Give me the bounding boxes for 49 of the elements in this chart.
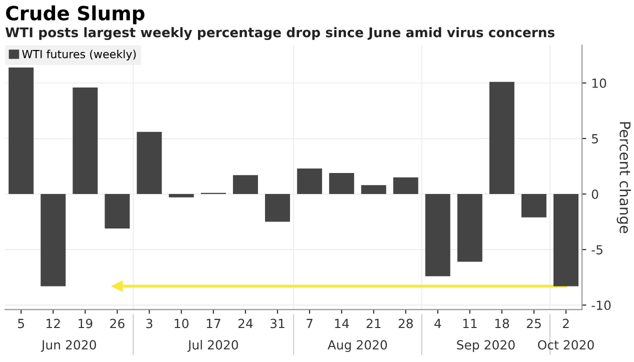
x-tick-label: 28 [398,318,413,328]
bar [104,194,130,228]
bar [136,132,162,194]
bar [168,194,194,198]
chart-title: Crude Slump [6,5,144,24]
legend-label: WTI futures (weekly) [22,50,136,60]
x-tick-label: 25 [526,318,541,328]
text: Sep 2020 [457,340,515,352]
y-tick-label: 10 [592,78,606,88]
x-tick-label: 5 [18,318,24,328]
x-tick-label: 2 [562,318,569,328]
bar [521,194,546,218]
x-tick-label: 11 [463,318,477,328]
bar [232,175,258,194]
x-tick-label: 10 [174,318,188,328]
y-tick-label: -5 [592,245,602,254]
x-tick-label: 21 [366,318,380,328]
bar [297,168,322,194]
y-tick-label: 0 [592,190,598,199]
bar [489,82,514,194]
text: Jul 2020 [187,340,238,352]
bar [265,194,290,222]
bar [361,185,386,194]
x-tick-label: 3 [146,318,152,328]
text: Aug 2020 [328,340,387,352]
text: Jun 2020 [40,340,96,352]
bar [72,87,98,194]
bar [40,194,66,286]
bar [457,194,482,262]
y-tick-label: 5 [592,134,598,144]
x-tick-label: 4 [434,318,442,328]
bar [8,67,34,194]
bar [329,172,354,194]
x-tick-label: 12 [46,318,60,328]
x-tick-label: 18 [495,318,509,328]
bar [553,194,578,286]
x-tick-label: 14 [335,318,349,328]
x-tick-label: 26 [110,318,124,328]
chart-subtitle: WTI posts largest weekly percentage drop since June amid virus concerns [5,27,554,40]
text: Oct 2020 [538,340,594,350]
x-tick-label: 7 [306,318,312,328]
y-axis-title: Percent change [616,122,631,234]
bar [425,194,450,276]
x-tick-label: 17 [206,318,220,328]
x-tick-label: 31 [270,318,284,328]
x-tick-label: 24 [238,318,253,328]
y-tick-label: -10 [592,300,611,310]
bar [393,177,418,194]
x-tick-label: 19 [78,318,92,328]
